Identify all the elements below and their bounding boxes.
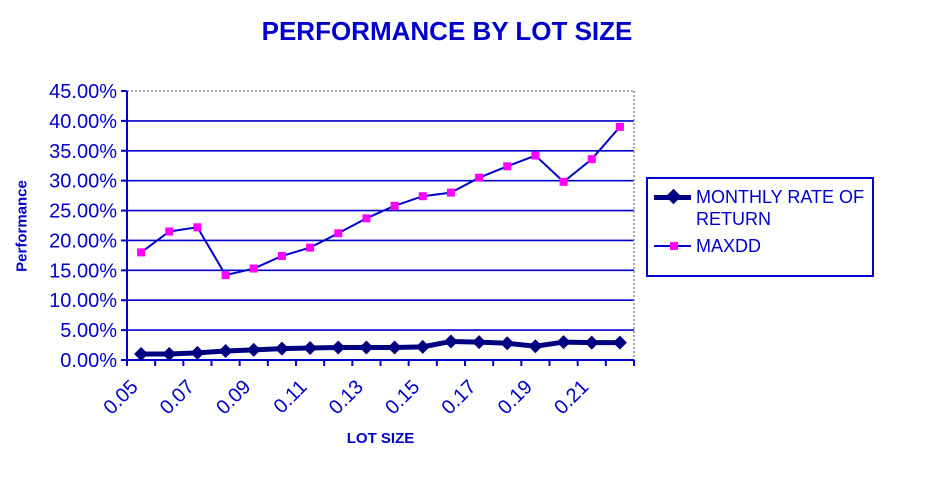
x-tick-label: 0.09 bbox=[212, 376, 255, 419]
data-point-monthly-rate-of-return bbox=[190, 345, 205, 360]
x-tick-label: 0.19 bbox=[494, 376, 537, 419]
y-tick-label: 45.00% bbox=[49, 81, 117, 103]
y-tick-label: 0.00% bbox=[60, 350, 117, 372]
square-marker-icon bbox=[670, 242, 678, 250]
data-point-monthly-rate-of-return bbox=[500, 336, 515, 351]
data-point-maxdd bbox=[418, 192, 427, 201]
data-point-maxdd bbox=[390, 201, 399, 210]
x-tick-label: 0.17 bbox=[438, 376, 481, 419]
data-point-maxdd bbox=[362, 214, 371, 223]
data-point-monthly-rate-of-return bbox=[359, 340, 374, 355]
y-tick-label: 20.00% bbox=[49, 230, 117, 252]
y-tick-label: 25.00% bbox=[49, 201, 117, 223]
y-tick-label: 30.00% bbox=[49, 171, 117, 193]
data-point-maxdd bbox=[137, 248, 146, 257]
data-point-maxdd bbox=[334, 229, 343, 238]
data-point-maxdd bbox=[165, 227, 174, 236]
data-point-maxdd bbox=[193, 223, 202, 232]
y-tick-label: 15.00% bbox=[49, 260, 117, 282]
data-point-maxdd bbox=[531, 151, 540, 160]
data-point-monthly-rate-of-return bbox=[331, 340, 346, 355]
y-tick-label: 40.00% bbox=[49, 111, 117, 133]
data-point-maxdd bbox=[221, 271, 230, 280]
diamond-line-icon bbox=[652, 186, 696, 208]
data-point-monthly-rate-of-return bbox=[246, 342, 261, 357]
x-tick-label: 0.11 bbox=[270, 376, 312, 418]
legend-item-monthly-rate-of-return: MONTHLY RATE OF RETURN bbox=[652, 186, 870, 230]
data-point-maxdd bbox=[503, 162, 512, 171]
data-point-monthly-rate-of-return bbox=[415, 339, 430, 354]
legend: MONTHLY RATE OF RETURN MAXDD bbox=[646, 177, 874, 277]
data-point-maxdd bbox=[306, 243, 315, 252]
y-tick-label: 10.00% bbox=[49, 290, 117, 312]
data-point-monthly-rate-of-return bbox=[584, 335, 599, 350]
data-point-monthly-rate-of-return bbox=[218, 344, 233, 359]
data-point-maxdd bbox=[249, 264, 258, 273]
legend-label: MAXDD bbox=[696, 236, 762, 256]
data-point-monthly-rate-of-return bbox=[528, 339, 543, 354]
data-point-monthly-rate-of-return bbox=[303, 341, 318, 356]
data-point-monthly-rate-of-return bbox=[612, 335, 627, 350]
legend-label: MONTHLY RATE OF RETURN bbox=[696, 187, 865, 229]
data-point-monthly-rate-of-return bbox=[162, 347, 177, 362]
square-line-icon bbox=[652, 235, 696, 257]
y-tick-label: 5.00% bbox=[60, 320, 117, 342]
data-point-monthly-rate-of-return bbox=[472, 335, 487, 350]
data-point-maxdd bbox=[475, 173, 484, 182]
x-tick-label: 0.05 bbox=[100, 376, 143, 419]
x-tick-label: 0.21 bbox=[550, 376, 593, 419]
x-tick-label: 0.13 bbox=[325, 376, 368, 419]
y-tick-label: 35.00% bbox=[49, 141, 117, 163]
data-point-monthly-rate-of-return bbox=[134, 347, 149, 362]
x-tick-label: 0.15 bbox=[381, 376, 424, 419]
x-tick-label: 0.07 bbox=[156, 376, 199, 419]
data-point-monthly-rate-of-return bbox=[387, 340, 402, 355]
data-point-maxdd bbox=[446, 188, 455, 197]
data-point-maxdd bbox=[615, 122, 624, 131]
series-line-monthly-rate-of-return bbox=[141, 338, 620, 357]
data-point-maxdd bbox=[277, 251, 286, 260]
series-line-maxdd bbox=[140, 126, 621, 277]
data-point-maxdd bbox=[559, 177, 568, 186]
diamond-marker-icon bbox=[665, 188, 682, 205]
data-point-monthly-rate-of-return bbox=[274, 341, 289, 356]
x-axis-title: LOT SIZE bbox=[346, 430, 415, 447]
data-point-monthly-rate-of-return bbox=[443, 334, 458, 349]
legend-item-maxdd: MAXDD bbox=[652, 235, 870, 257]
data-point-monthly-rate-of-return bbox=[556, 335, 571, 350]
chart-title: PERFORMANCE BY LOT SIZE bbox=[261, 16, 633, 46]
data-point-maxdd bbox=[587, 155, 596, 164]
